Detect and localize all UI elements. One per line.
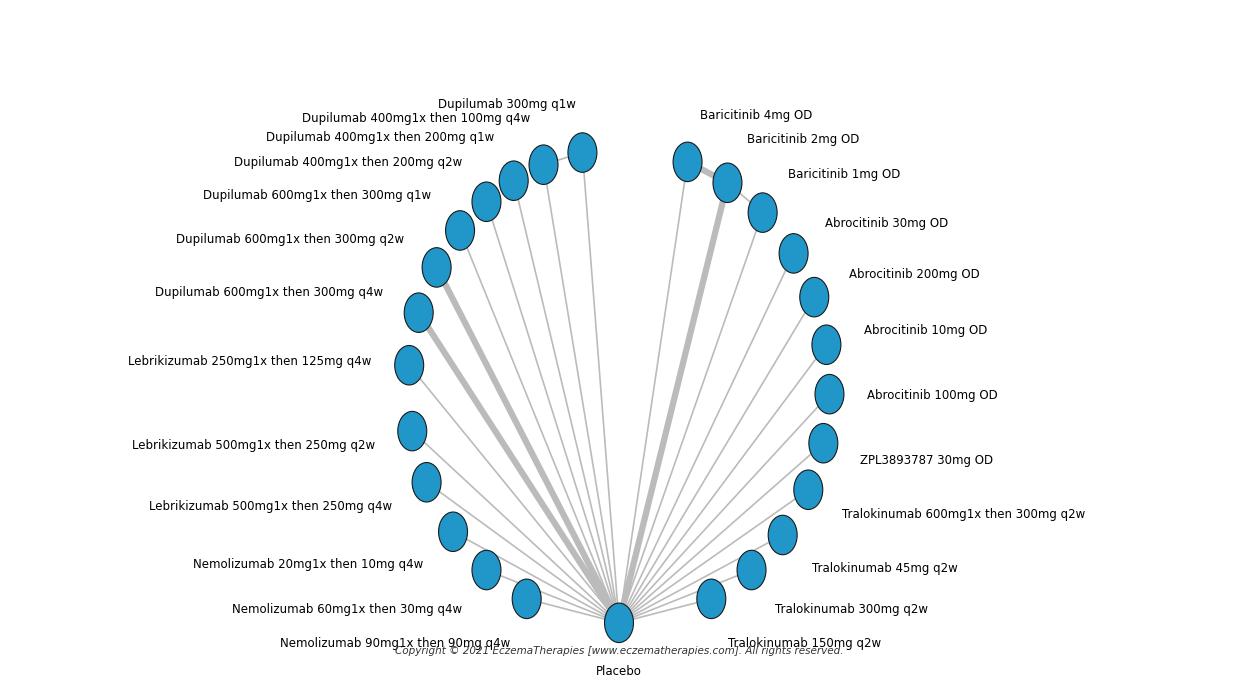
Text: Lebrikizumab 500mg1x then 250mg q4w: Lebrikizumab 500mg1x then 250mg q4w <box>149 500 392 513</box>
Text: Placebo: Placebo <box>595 666 643 679</box>
Text: Tralokinumab 150mg q2w: Tralokinumab 150mg q2w <box>728 637 881 650</box>
Ellipse shape <box>769 516 797 554</box>
Ellipse shape <box>446 211 474 250</box>
Ellipse shape <box>395 346 423 385</box>
Ellipse shape <box>604 603 634 642</box>
Text: Dupilumab 400mg1x then 200mg q1w: Dupilumab 400mg1x then 200mg q1w <box>266 131 495 144</box>
Text: Dupilumab 600mg1x then 300mg q1w: Dupilumab 600mg1x then 300mg q1w <box>203 190 431 203</box>
Text: Abrocitinib 200mg OD: Abrocitinib 200mg OD <box>849 268 980 281</box>
Text: Baricitinib 2mg OD: Baricitinib 2mg OD <box>747 133 859 146</box>
Text: Nemolizumab 60mg1x then 30mg q4w: Nemolizumab 60mg1x then 30mg q4w <box>233 603 463 616</box>
Ellipse shape <box>513 579 541 619</box>
Ellipse shape <box>412 462 441 502</box>
Ellipse shape <box>397 411 427 451</box>
Text: Copyright © 2021 EczemaTherapies [www.eczematherapies.com]. All rights reserved.: Copyright © 2021 EczemaTherapies [www.ec… <box>395 646 843 655</box>
Ellipse shape <box>472 550 501 590</box>
Ellipse shape <box>779 234 808 273</box>
Ellipse shape <box>800 278 828 317</box>
Text: Tralokinumab 45mg q2w: Tralokinumab 45mg q2w <box>812 562 958 575</box>
Ellipse shape <box>673 142 702 181</box>
Ellipse shape <box>405 293 433 332</box>
Ellipse shape <box>815 374 844 414</box>
Ellipse shape <box>438 512 468 552</box>
Text: Tralokinumab 600mg1x then 300mg q2w: Tralokinumab 600mg1x then 300mg q2w <box>842 509 1086 522</box>
Ellipse shape <box>748 193 777 233</box>
Ellipse shape <box>737 550 766 590</box>
Ellipse shape <box>472 182 501 222</box>
Text: Dupilumab 600mg1x then 300mg q2w: Dupilumab 600mg1x then 300mg q2w <box>176 233 404 246</box>
Text: Baricitinib 1mg OD: Baricitinib 1mg OD <box>789 168 901 181</box>
Text: ZPL3893787 30mg OD: ZPL3893787 30mg OD <box>860 454 993 466</box>
Text: Dupilumab 400mg1x then 200mg q2w: Dupilumab 400mg1x then 200mg q2w <box>234 155 463 168</box>
Ellipse shape <box>568 133 597 173</box>
Ellipse shape <box>499 161 529 201</box>
Text: Abrocitinib 10mg OD: Abrocitinib 10mg OD <box>864 325 987 338</box>
Ellipse shape <box>812 325 841 364</box>
Text: Dupilumab 600mg1x then 300mg q4w: Dupilumab 600mg1x then 300mg q4w <box>155 286 383 299</box>
Text: Tralokinumab 300mg q2w: Tralokinumab 300mg q2w <box>775 603 928 616</box>
Ellipse shape <box>422 248 451 287</box>
Ellipse shape <box>794 470 823 509</box>
Text: Abrocitinib 100mg OD: Abrocitinib 100mg OD <box>868 389 998 402</box>
Text: Dupilumab 300mg q1w: Dupilumab 300mg q1w <box>438 98 576 110</box>
Text: Lebrikizumab 250mg1x then 125mg q4w: Lebrikizumab 250mg1x then 125mg q4w <box>128 355 371 368</box>
Text: Nemolizumab 90mg1x then 90mg q4w: Nemolizumab 90mg1x then 90mg q4w <box>280 637 510 650</box>
Text: Lebrikizumab 500mg1x then 250mg q2w: Lebrikizumab 500mg1x then 250mg q2w <box>132 439 375 452</box>
Ellipse shape <box>713 163 742 203</box>
Ellipse shape <box>697 579 725 619</box>
Text: Nemolizumab 20mg1x then 10mg q4w: Nemolizumab 20mg1x then 10mg q4w <box>193 558 423 571</box>
Text: Abrocitinib 30mg OD: Abrocitinib 30mg OD <box>825 217 948 230</box>
Text: Baricitinib 4mg OD: Baricitinib 4mg OD <box>699 108 812 121</box>
Ellipse shape <box>808 424 838 463</box>
Ellipse shape <box>529 145 558 184</box>
Text: Dupilumab 400mg1x then 100mg q4w: Dupilumab 400mg1x then 100mg q4w <box>302 112 530 125</box>
